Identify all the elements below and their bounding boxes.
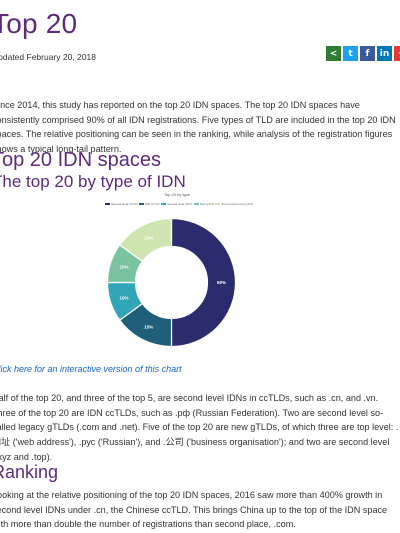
legend-label: Second level ccTLD [111, 202, 138, 206]
section-subheading-by-type: The top 20 by type of IDN [0, 172, 186, 191]
share-icon[interactable]: < [326, 46, 341, 61]
donut-slice[interactable] [118, 217, 173, 263]
interactive-chart-link[interactable]: Click here for an interactive version of… [0, 364, 182, 374]
legend-item: IDN ccTLD [139, 202, 160, 206]
ranking-paragraph: Looking at the relative positioning of t… [0, 490, 388, 530]
legend-swatch [193, 203, 199, 205]
legend-label: Second level new gTLD [221, 202, 253, 206]
legend-label: New gTLD [199, 202, 214, 206]
linkedin-icon[interactable]: in [377, 46, 392, 61]
donut-slice[interactable] [170, 217, 237, 348]
donut-chart: 50% 15% 10% 10% 15% [106, 217, 237, 348]
legend-swatch [139, 203, 145, 205]
slice-label: 15% [144, 235, 153, 240]
chart-legend: Second level ccTLD IDN ccTLD Second level … [105, 202, 253, 206]
section-heading-ranking: Ranking [0, 462, 59, 482]
chart-title: Top 20 by type [163, 192, 191, 197]
legend-label: IDN ccTLD [145, 202, 160, 206]
slice-label: 15% [144, 325, 153, 330]
legend-swatch [105, 203, 110, 205]
updated-date: Updated February 20, 2018 [0, 52, 96, 62]
legend-swatch [215, 203, 221, 205]
share-bar: < t f in + [326, 46, 400, 61]
legend-item: Second level new gTLD [215, 202, 253, 206]
legend-label: Second level gTLD [167, 202, 193, 206]
section-heading-top20: Top 20 IDN spaces [0, 149, 161, 171]
types-paragraph: Half of the top 20, and three of the top… [0, 393, 399, 462]
legend-item: Second level ccTLD [105, 202, 138, 206]
intro-paragraph: Since 2014, this study has reported on t… [0, 100, 396, 155]
slice-label: 10% [119, 295, 128, 300]
slice-label: 10% [119, 265, 128, 270]
legend-item: Second level gTLD [161, 202, 192, 206]
chart-container: Top 20 by type [107, 190, 247, 197]
slice-label: 50% [217, 280, 226, 285]
page-title: Top 20 [0, 8, 78, 39]
more-share-icon[interactable]: + [394, 46, 400, 61]
legend-item: New gTLD [193, 202, 214, 206]
facebook-icon[interactable]: f [360, 46, 375, 61]
legend-swatch [161, 203, 167, 205]
twitter-icon[interactable]: t [343, 46, 358, 61]
